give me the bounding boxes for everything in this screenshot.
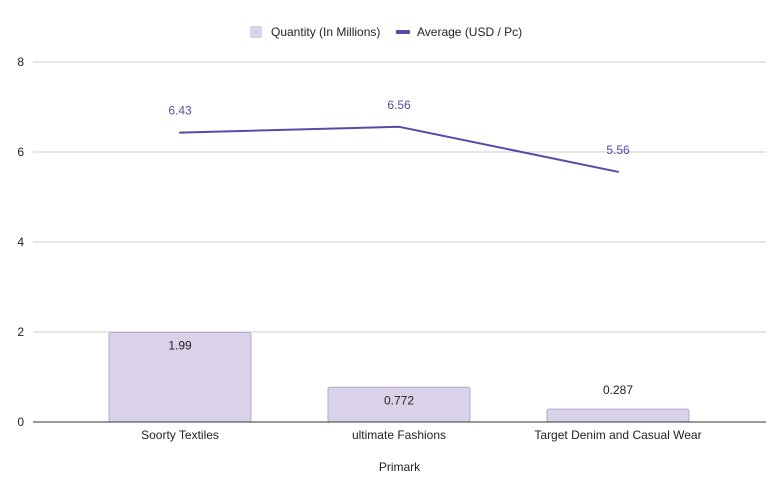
series-line-average <box>179 125 619 173</box>
x-tick-label: Target Denim and Casual Wear <box>534 428 701 442</box>
x-axis: Soorty Textiles ultimate Fashions Target D… <box>33 421 766 442</box>
bar-data-label: 0.287 <box>603 383 633 397</box>
bar-series <box>108 331 690 423</box>
line-data-label: 5.56 <box>606 143 630 157</box>
y-tick-label: 4 <box>17 235 24 249</box>
x-axis-title: Primark <box>379 460 421 474</box>
line-series <box>179 125 619 173</box>
bar <box>546 408 690 423</box>
legend-label-average: Average (USD / Pc) <box>417 25 522 39</box>
legend-swatch-quantity <box>250 26 262 38</box>
y-tick-label: 0 <box>17 415 24 429</box>
line-data-label: 6.56 <box>387 98 411 112</box>
x-tick-label: ultimate Fashions <box>352 428 446 442</box>
bar-data-label: 0.772 <box>384 393 414 407</box>
bar-data-label: 1.99 <box>168 338 192 352</box>
legend: Quantity (In Millions) Average (USD / Pc… <box>250 25 522 39</box>
y-tick-label: 2 <box>17 325 24 339</box>
y-tick-label: 6 <box>17 145 24 159</box>
gridlines: 0 2 4 6 8 <box>17 55 766 429</box>
legend-label-quantity: Quantity (In Millions) <box>271 25 380 39</box>
x-tick-label: Soorty Textiles <box>141 428 219 442</box>
data-labels: 1.99 0.772 0.287 6.43 6.56 5.56 <box>168 98 633 407</box>
line-data-label: 6.43 <box>168 104 192 118</box>
y-tick-label: 8 <box>17 55 24 69</box>
legend-swatch-average <box>396 30 410 34</box>
